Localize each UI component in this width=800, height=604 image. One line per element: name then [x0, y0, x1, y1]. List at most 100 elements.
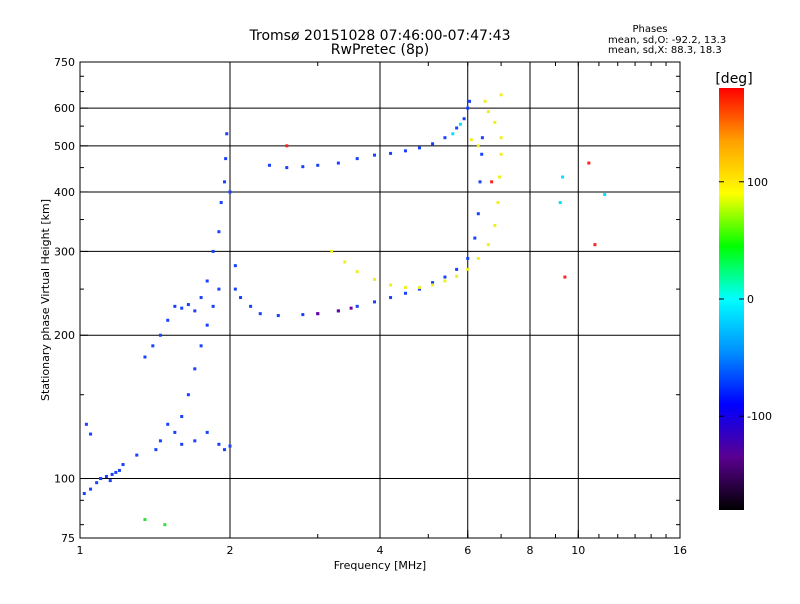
data-point — [205, 279, 209, 283]
y-tick-label: 100 — [54, 473, 75, 486]
data-point — [499, 152, 503, 156]
data-point — [173, 430, 177, 434]
data-point — [486, 110, 490, 114]
data-point — [193, 309, 197, 313]
axes: 1 2 4 6 8 10 16 75 100 200 300 400 500 600 750 — [54, 56, 687, 557]
y-axis-label: Stationary phase Virtual Height [km] — [39, 199, 52, 401]
data-point — [493, 120, 497, 124]
data-point — [493, 224, 497, 228]
data-point — [110, 472, 114, 476]
data-point — [561, 175, 565, 179]
data-point — [143, 355, 147, 359]
data-point — [143, 518, 147, 522]
chart-title: Tromsø 20151028 07:46:00-07:47:43 — [249, 28, 511, 44]
data-point — [355, 157, 359, 161]
data-point — [455, 126, 459, 130]
data-point — [166, 318, 170, 322]
data-point — [228, 190, 232, 194]
y-tick-label: 300 — [54, 245, 75, 258]
x-tick-label: 6 — [464, 544, 471, 557]
data-point — [239, 296, 243, 300]
data-point — [95, 481, 99, 485]
data-point — [455, 267, 459, 271]
data-point — [486, 243, 490, 247]
data-point — [99, 477, 103, 481]
data-point — [301, 165, 305, 169]
data-point — [587, 161, 591, 165]
data-point — [373, 153, 377, 157]
data-point — [223, 180, 227, 184]
data-point — [249, 304, 253, 308]
data-point — [330, 249, 334, 253]
data-point — [403, 149, 407, 153]
data-point — [193, 439, 197, 443]
data-point — [468, 99, 472, 103]
data-point — [217, 287, 221, 291]
data-point — [225, 132, 229, 136]
data-point — [135, 453, 139, 457]
x-tick-label: 4 — [377, 544, 384, 557]
data-point — [478, 180, 482, 184]
data-point — [180, 414, 184, 418]
data-point — [480, 152, 484, 156]
x-tick-label: 1 — [77, 544, 84, 557]
data-point — [199, 344, 203, 348]
x-axis-label: Frequency [MHz] — [334, 559, 426, 572]
data-point — [417, 287, 421, 291]
data-point — [211, 249, 215, 253]
data-point — [476, 256, 480, 260]
data-point — [476, 144, 480, 148]
data-point — [224, 157, 228, 161]
data-point — [431, 283, 435, 287]
data-point — [193, 367, 197, 371]
data-point — [593, 243, 597, 247]
chart-subtitle: RwPretec (8p) — [331, 42, 429, 58]
data-point — [403, 285, 407, 289]
data-point — [462, 117, 466, 121]
x-tick-label: 16 — [673, 544, 687, 557]
colorbar-tick-label: 0 — [747, 293, 754, 306]
data-point — [154, 448, 158, 452]
data-point — [89, 432, 93, 436]
data-point — [469, 138, 473, 142]
data-point — [217, 442, 221, 446]
y-tick-label: 600 — [54, 102, 75, 115]
data-point — [316, 312, 320, 316]
data-point — [180, 442, 184, 446]
data-point — [173, 304, 177, 308]
data-point — [186, 303, 190, 307]
data-point — [355, 270, 359, 274]
data-point — [316, 163, 320, 167]
data-point — [499, 136, 503, 140]
data-point — [443, 279, 447, 283]
data-point — [276, 314, 280, 318]
data-point — [84, 422, 88, 426]
data-point — [82, 492, 86, 496]
data-point — [151, 344, 155, 348]
data-point — [258, 312, 262, 316]
data-point — [186, 393, 190, 397]
data-point — [285, 144, 289, 148]
data-point — [233, 287, 237, 291]
data-point — [114, 470, 118, 474]
data-points — [82, 93, 607, 527]
data-point — [389, 296, 393, 300]
data-point — [451, 132, 455, 136]
data-point — [417, 285, 421, 289]
y-tick-label: 750 — [54, 56, 75, 69]
x-tick-label: 8 — [527, 544, 534, 557]
data-point — [166, 422, 170, 426]
data-point — [301, 313, 305, 317]
data-point — [373, 300, 377, 304]
phases-x-stats: mean, sd,X: 88.3, 18.3 — [608, 45, 722, 56]
data-point — [163, 523, 167, 527]
data-point — [466, 106, 470, 110]
data-point — [267, 163, 271, 167]
data-point — [205, 430, 209, 434]
data-point — [483, 99, 487, 103]
colorbar-tick-label: 100 — [747, 176, 768, 189]
colorbar-tick-label: -100 — [747, 410, 772, 423]
data-point — [121, 463, 125, 467]
data-point — [117, 468, 121, 472]
